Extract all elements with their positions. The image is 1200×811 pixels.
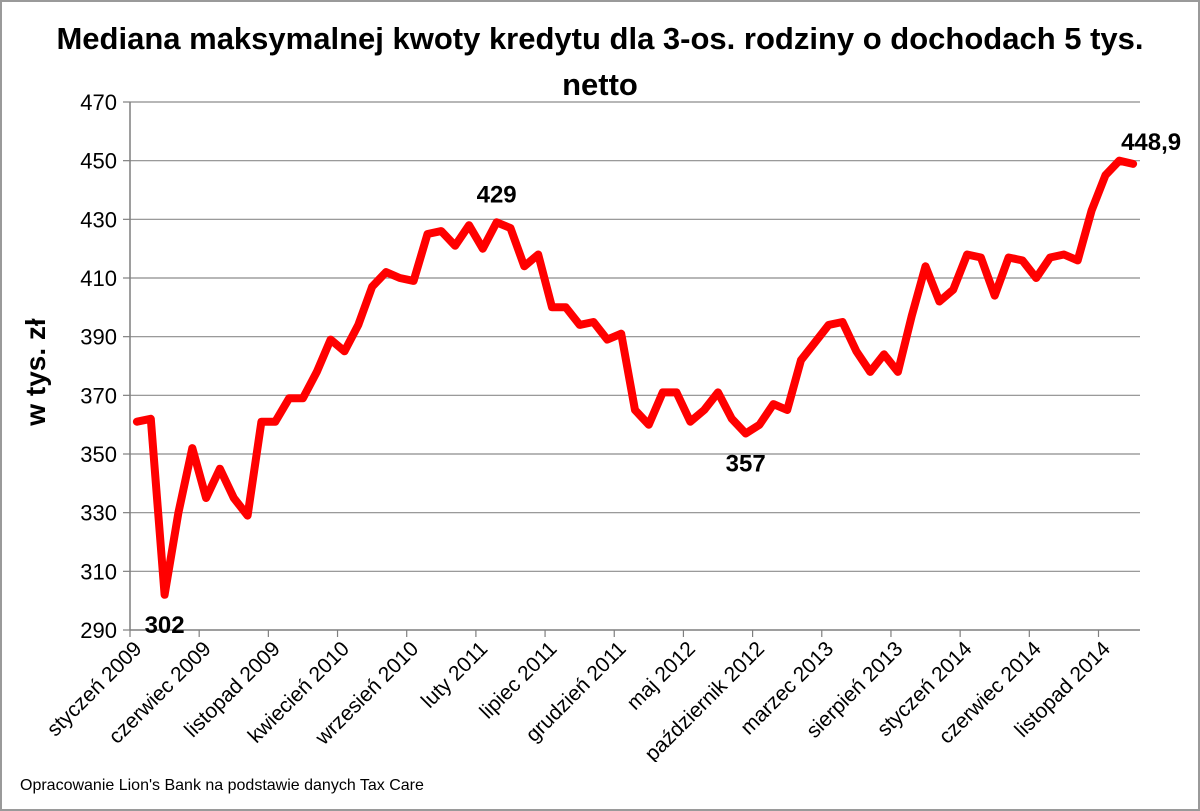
line-chart: 290 310 330 350 370 390 410 430 450 470 styczeń 2… [43,90,1182,762]
y-tick-label: 450 [80,149,117,174]
data-labels: 302 429 357 448,9 [145,129,1182,639]
x-tick-label: październik 2012 [641,637,770,762]
y-tick-label: 290 [80,618,117,643]
y-tick-label: 430 [80,207,117,232]
y-tick-label: 370 [80,383,117,408]
data-label: 302 [145,612,185,639]
chart-title-line-1: Mediana maksymalnej kwoty kredytu dla 3-… [56,21,1144,56]
series-line [132,156,1138,599]
chart-title: Mediana maksymalnej kwoty kredytu dla 3-… [2,16,1198,108]
source-note: Opracowanie Lion's Bank na podstawie dan… [20,777,424,794]
data-label: 357 [726,450,766,477]
y-tick-label: 330 [80,501,117,526]
y-tick-label: 310 [80,559,117,584]
y-tick-labels: 290 310 330 350 370 390 410 430 450 470 [80,90,130,643]
data-label: 429 [477,181,517,208]
chart-title-line-2: netto [562,67,638,102]
data-label: 448,9 [1121,129,1181,156]
y-tick-label: 390 [80,325,117,350]
y-tick-label: 410 [80,266,117,291]
y-tick-label: 470 [80,90,117,115]
series-line-group [132,156,1138,599]
y-tick-label: 350 [80,442,117,467]
grid-lines [130,101,1140,572]
axes [129,102,1140,631]
